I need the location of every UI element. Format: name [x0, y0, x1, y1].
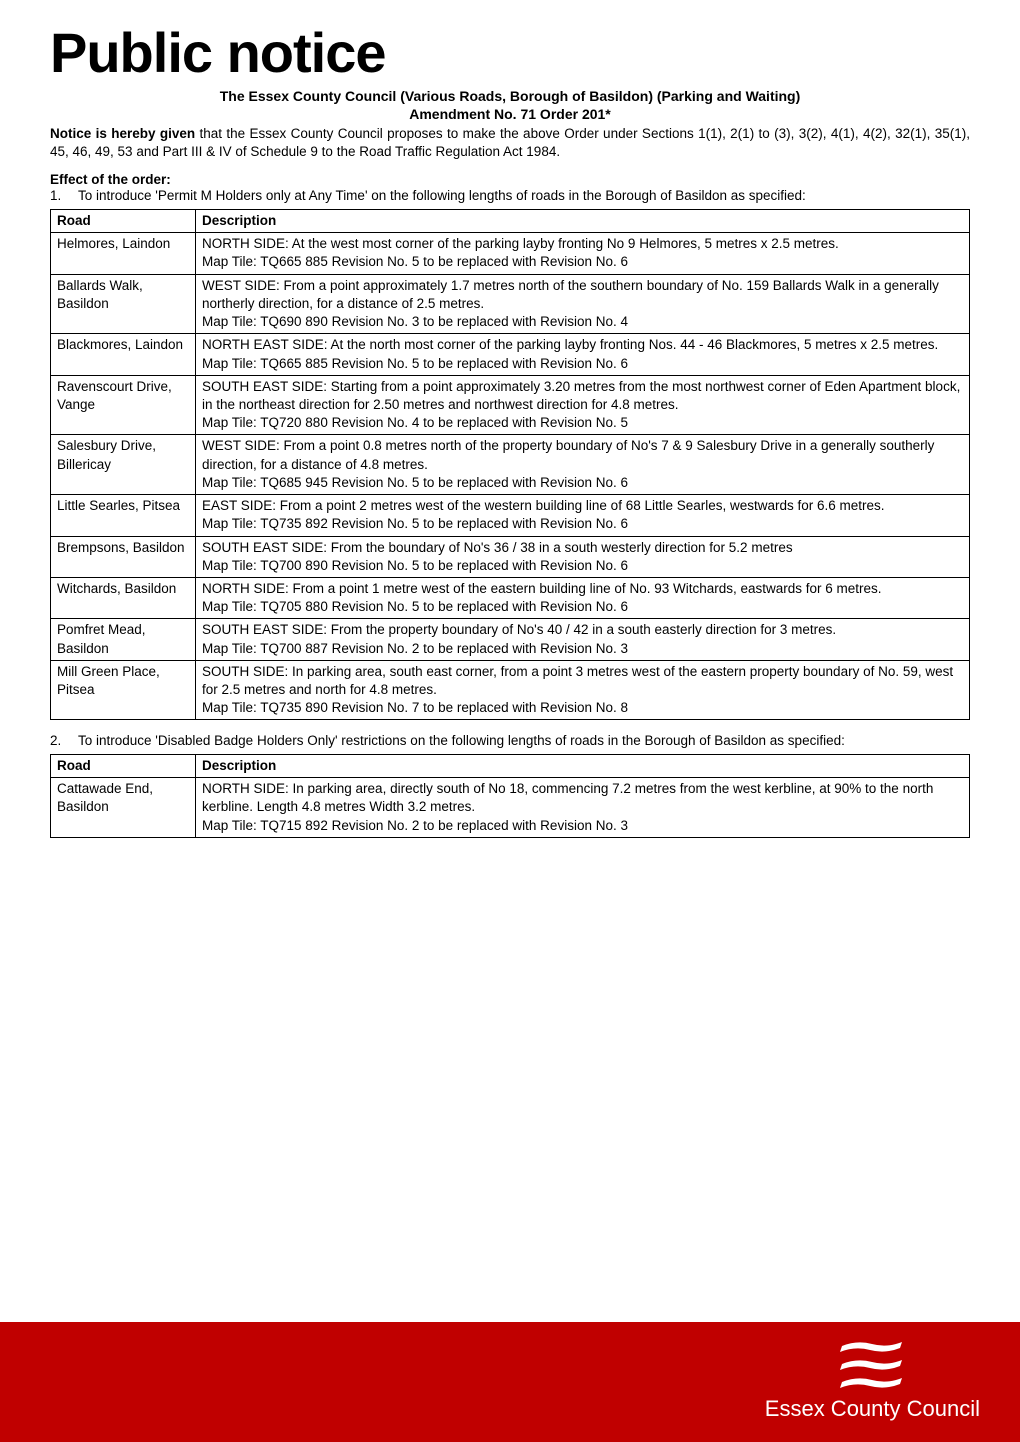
notice-lead: Notice is hereby given — [50, 126, 195, 141]
table-2-header-row: Road Description — [51, 755, 970, 778]
item-1: 1.To introduce 'Permit M Holders only at… — [50, 187, 970, 205]
table-1-road-cell: Blackmores, Laindon — [51, 334, 196, 375]
table-2: Road Description Cattawade End, Basildon… — [50, 754, 970, 838]
table-row: Pomfret Mead, BasildonSOUTH EAST SIDE: F… — [51, 619, 970, 660]
footer-logo: Essex County Council — [765, 1332, 980, 1422]
table-1-road-cell: Salesbury Drive, Billericay — [51, 435, 196, 495]
page-title: Public notice — [50, 20, 970, 85]
table-1-desc-cell: NORTH SIDE: From a point 1 metre west of… — [196, 577, 970, 618]
table-1-desc-cell: SOUTH EAST SIDE: Starting from a point a… — [196, 375, 970, 435]
table-row: Witchards, BasildonNORTH SIDE: From a po… — [51, 577, 970, 618]
item-1-text: To introduce 'Permit M Holders only at A… — [78, 188, 806, 203]
table-row: Salesbury Drive, BillericayWEST SIDE: Fr… — [51, 435, 970, 495]
table-2-header-desc: Description — [196, 755, 970, 778]
table-row: Brempsons, BasildonSOUTH EAST SIDE: From… — [51, 536, 970, 577]
table-1-header-road: Road — [51, 210, 196, 233]
subtitle-line1: The Essex County Council (Various Roads,… — [220, 88, 801, 104]
table-2-desc-cell: NORTH SIDE: In parking area, directly so… — [196, 778, 970, 838]
table-1-desc-cell: SOUTH EAST SIDE: From the boundary of No… — [196, 536, 970, 577]
table-1-road-cell: Brempsons, Basildon — [51, 536, 196, 577]
table-1-road-cell: Helmores, Laindon — [51, 233, 196, 274]
table-2-container: Road Description Cattawade End, Basildon… — [50, 754, 970, 838]
table-1: Road Description Helmores, LaindonNORTH … — [50, 209, 970, 720]
table-row: Little Searles, PitseaEAST SIDE: From a … — [51, 495, 970, 536]
table-row: Mill Green Place, PitseaSOUTH SIDE: In p… — [51, 660, 970, 720]
table-2-header-road: Road — [51, 755, 196, 778]
table-row: Blackmores, LaindonNORTH EAST SIDE: At t… — [51, 334, 970, 375]
item-2-text: To introduce 'Disabled Badge Holders Onl… — [78, 733, 845, 748]
table-1-header-row: Road Description — [51, 210, 970, 233]
table-1-desc-cell: WEST SIDE: From a point approximately 1.… — [196, 274, 970, 334]
table-1-road-cell: Ballards Walk, Basildon — [51, 274, 196, 334]
table-1-desc-cell: NORTH SIDE: At the west most corner of t… — [196, 233, 970, 274]
table-1-desc-cell: NORTH EAST SIDE: At the north most corne… — [196, 334, 970, 375]
item-2: 2.To introduce 'Disabled Badge Holders O… — [50, 732, 970, 750]
table-2-road-cell: Cattawade End, Basildon — [51, 778, 196, 838]
table-1-desc-cell: EAST SIDE: From a point 2 metres west of… — [196, 495, 970, 536]
table-row: Cattawade End, BasildonNORTH SIDE: In pa… — [51, 778, 970, 838]
table-1-desc-cell: WEST SIDE: From a point 0.8 metres north… — [196, 435, 970, 495]
table-1-header-desc: Description — [196, 210, 970, 233]
subtitle: The Essex County Council (Various Roads,… — [50, 87, 970, 123]
table-1-container: Road Description Helmores, LaindonNORTH … — [50, 209, 970, 720]
footer-logo-text: Essex County Council — [765, 1396, 980, 1421]
subtitle-line2: Amendment No. 71 Order 201* — [409, 106, 611, 122]
item-2-num: 2. — [50, 732, 78, 750]
table-row: Ballards Walk, BasildonWEST SIDE: From a… — [51, 274, 970, 334]
essex-seaxes-icon — [832, 1332, 912, 1392]
table-1-desc-cell: SOUTH EAST SIDE: From the property bound… — [196, 619, 970, 660]
table-1-desc-cell: SOUTH SIDE: In parking area, south east … — [196, 660, 970, 720]
table-row: Ravenscourt Drive, VangeSOUTH EAST SIDE:… — [51, 375, 970, 435]
table-1-road-cell: Witchards, Basildon — [51, 577, 196, 618]
table-row: Helmores, LaindonNORTH SIDE: At the west… — [51, 233, 970, 274]
table-1-road-cell: Ravenscourt Drive, Vange — [51, 375, 196, 435]
notice-paragraph: Notice is hereby given that the Essex Co… — [50, 125, 970, 160]
table-1-road-cell: Mill Green Place, Pitsea — [51, 660, 196, 720]
item-1-num: 1. — [50, 187, 78, 205]
table-1-road-cell: Pomfret Mead, Basildon — [51, 619, 196, 660]
effect-heading: Effect of the order: — [50, 172, 970, 187]
table-1-road-cell: Little Searles, Pitsea — [51, 495, 196, 536]
